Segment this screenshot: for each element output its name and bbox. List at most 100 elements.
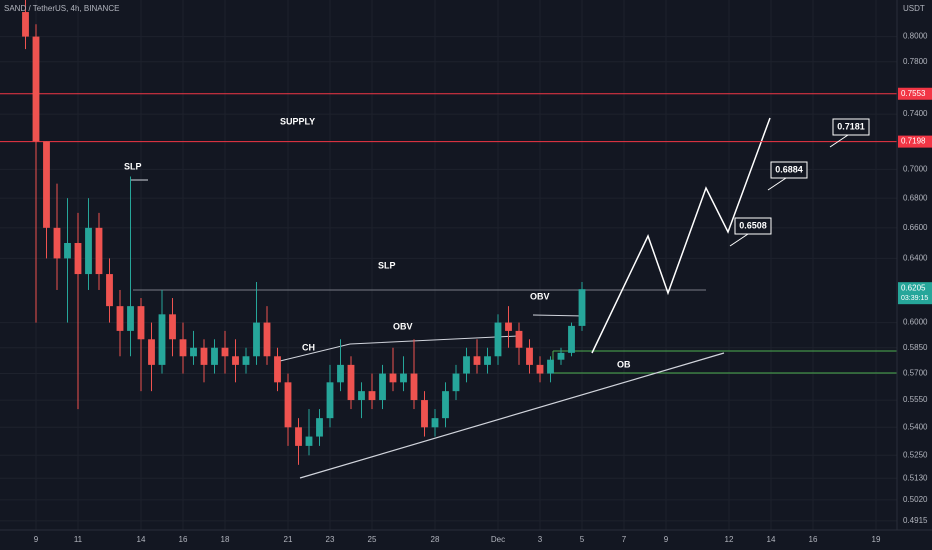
candle-body (253, 322, 260, 357)
x-tick-label: 11 (74, 535, 83, 544)
candle-body (32, 36, 40, 142)
candle-body (389, 373, 397, 383)
x-tick-label: 23 (326, 535, 335, 544)
y-tick-label: 0.5550 (903, 395, 928, 404)
callout-arrow (829, 134, 849, 148)
candle-body (116, 306, 124, 331)
level-label: 0.7553 (901, 89, 926, 98)
candle-body (452, 373, 460, 392)
x-tick-label: 16 (809, 535, 818, 544)
candle-body (106, 274, 113, 307)
level-tag (898, 135, 932, 148)
y-tick-label: 0.5130 (903, 473, 928, 482)
candle-body (442, 391, 449, 419)
candle-body (410, 373, 418, 401)
callout: 0.6884 (775, 164, 803, 174)
y-tick-label: 0.7400 (903, 109, 928, 118)
y-tick-label: 0.4915 (903, 516, 928, 525)
candle-body (494, 322, 502, 357)
y-tick-label: 0.7800 (903, 57, 928, 66)
candle-body (536, 364, 544, 374)
candle-body (274, 356, 281, 383)
candle-body (64, 243, 71, 259)
x-tick-label: 14 (767, 535, 776, 544)
annotation: OBV (530, 291, 550, 301)
x-tick-label: 5 (580, 535, 585, 544)
level-tag (898, 87, 932, 100)
last-price-label: 0.6205 (901, 283, 926, 292)
y-tick-label: 0.5850 (903, 343, 928, 352)
candle-body (22, 12, 29, 37)
chart-title: SAND / TetherUS, 4h, BINANCE (4, 4, 119, 13)
y-tick-label: 0.5250 (903, 450, 928, 459)
annotation: CH (302, 342, 315, 352)
candle-body (505, 322, 512, 331)
candle-body (148, 339, 155, 365)
candle-body (400, 373, 407, 383)
annotation: SLP (378, 260, 396, 270)
callout: 0.6508 (739, 220, 767, 230)
y-tick-label: 0.6000 (903, 318, 928, 327)
candle-body (578, 289, 586, 326)
candle-body (547, 359, 554, 374)
candle-body (232, 356, 239, 365)
candle-body (305, 436, 313, 446)
x-tick-label: 16 (179, 535, 188, 544)
y-tick-label: 0.7000 (903, 164, 928, 173)
x-tick-label: 18 (221, 535, 230, 544)
candle-body (53, 227, 61, 259)
countdown: 03:39:15 (901, 295, 928, 302)
y-tick-label: 0.8000 (903, 32, 928, 41)
candle-body (137, 306, 145, 340)
candle-body (85, 227, 92, 275)
callout-box (734, 217, 772, 235)
candle-body (473, 356, 481, 365)
candle-body (221, 347, 229, 357)
candle-body (169, 314, 176, 340)
candle-body (316, 418, 323, 437)
obv-line (532, 314, 585, 317)
candle-body (421, 400, 428, 428)
candle-body (158, 314, 166, 365)
currency: USDT (903, 4, 925, 13)
callout-box (832, 118, 870, 136)
candle-body (295, 427, 302, 446)
callout-box (770, 161, 808, 179)
x-tick-label: 12 (725, 535, 734, 544)
candle-body (200, 347, 208, 365)
annotation: SUPPLY (280, 116, 315, 126)
ch-line (279, 335, 519, 362)
y-tick-label: 0.5700 (903, 369, 928, 378)
candle-body (347, 364, 355, 401)
annotation: OB (617, 359, 631, 369)
candle-body (95, 227, 103, 275)
y-tick-label: 0.6600 (903, 223, 928, 232)
x-tick-label: 21 (284, 535, 293, 544)
annotation: SLP (124, 161, 142, 171)
candle-body (190, 347, 197, 357)
candle-body (242, 356, 250, 365)
y-tick-label: 0.6400 (903, 254, 928, 263)
x-tick-label: Dec (491, 535, 505, 544)
candle-body (358, 391, 365, 401)
candle-body (526, 347, 533, 365)
candle-body (337, 364, 344, 383)
x-tick-label: 25 (368, 535, 377, 544)
callout-arrow (767, 177, 787, 191)
candle-body (284, 382, 292, 428)
projection (591, 117, 771, 354)
candle-body (74, 243, 82, 275)
y-tick-label: 0.6800 (903, 193, 928, 202)
candle-body (568, 325, 575, 353)
candle-body (263, 322, 271, 357)
candle-body (127, 306, 134, 331)
x-tick-label: 9 (664, 535, 669, 544)
annotation: OBV (393, 321, 413, 331)
level-label: 0.7198 (901, 137, 926, 146)
trend-line (299, 352, 725, 479)
candle-body (179, 339, 187, 357)
x-tick-label: 19 (872, 535, 881, 544)
candle-body (484, 356, 491, 365)
